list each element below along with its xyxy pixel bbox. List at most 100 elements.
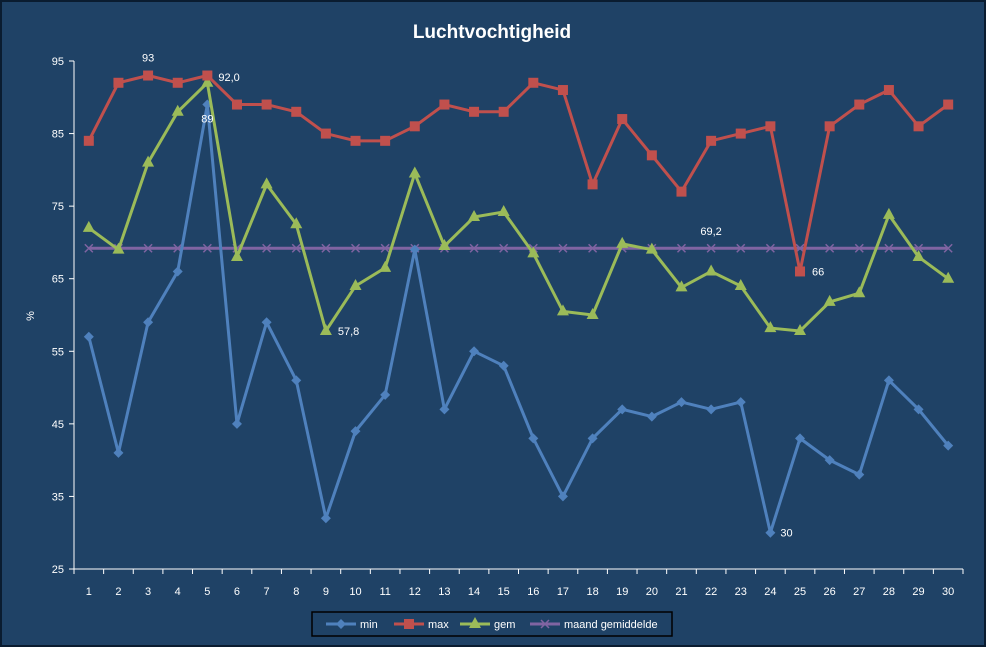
data-point-max: [261, 99, 272, 110]
data-point-max: [409, 121, 420, 132]
data-point-max: [854, 99, 865, 110]
x-tick-label: 7: [264, 586, 270, 598]
series-layer: [82, 70, 955, 538]
data-point-maand-gemiddelde: [499, 243, 509, 253]
series-line-gem: [87, 81, 950, 333]
y-axis-label: %: [25, 311, 37, 321]
data-point-max: [765, 121, 776, 132]
data-point-maand-gemiddelde: [321, 243, 331, 253]
data-point-min: [498, 360, 509, 371]
x-tick-label: 22: [705, 586, 717, 598]
data-point-min: [291, 375, 302, 386]
data-point-max: [202, 70, 213, 81]
data-point-max: [557, 85, 568, 96]
x-tick-label: 2: [115, 586, 121, 598]
data-point-min: [676, 397, 687, 408]
data-point-max: [439, 99, 450, 110]
legend-marker-min: [336, 619, 346, 629]
data-label: 89: [201, 114, 213, 126]
data-point-maand-gemiddelde: [380, 243, 390, 253]
data-point-max: [113, 77, 124, 88]
data-point-gem: [675, 280, 688, 292]
data-point-maand-gemiddelde: [143, 243, 153, 253]
data-point-min: [231, 418, 242, 429]
data-point-gem: [319, 323, 332, 335]
data-point-max: [587, 179, 598, 190]
legend-label-min: min: [360, 619, 378, 631]
data-point-max: [943, 99, 954, 110]
legend-marker-maand-gemiddelde: [540, 619, 550, 629]
data-point-gem: [764, 321, 777, 333]
data-point-gem: [438, 239, 451, 251]
x-tick-label: 1: [86, 586, 92, 598]
data-point-min: [854, 469, 865, 480]
data-point-gem: [705, 264, 718, 276]
data-point-gem: [379, 260, 392, 272]
data-point-min: [409, 244, 420, 255]
x-tick-label: 12: [409, 586, 421, 598]
data-point-gem: [586, 308, 599, 319]
data-point-maand-gemiddelde: [558, 243, 568, 253]
y-tick-label: 25: [52, 564, 64, 576]
data-point-gem: [349, 278, 362, 290]
data-point-max: [676, 186, 687, 197]
data-point-min: [795, 433, 806, 444]
data-point-min: [735, 397, 746, 408]
data-point-max: [498, 106, 509, 117]
x-tick-label: 21: [675, 586, 687, 598]
legend-marker-gem: [469, 617, 481, 628]
data-point-min: [439, 404, 450, 415]
data-point-min: [824, 455, 835, 466]
data-point-min: [83, 331, 94, 342]
data-point-gem: [853, 286, 866, 298]
series-gem: [82, 75, 955, 335]
legend-marker-max: [404, 619, 414, 629]
data-point-max: [824, 121, 835, 132]
x-tick-label: 3: [145, 586, 151, 598]
data-point-max: [617, 114, 628, 125]
data-point-gem: [142, 155, 155, 167]
data-point-maand-gemiddelde: [825, 243, 835, 253]
legend: min max gem maand gemiddelde: [311, 611, 673, 637]
data-point-min: [113, 447, 124, 458]
x-tick-label: 19: [616, 586, 628, 598]
data-point-min: [172, 266, 183, 277]
x-tick-label: 18: [586, 586, 598, 598]
x-tick-label: 8: [293, 586, 299, 598]
data-label: 66: [812, 266, 824, 278]
x-tick-label: 9: [323, 586, 329, 598]
x-tick-label: 30: [942, 586, 954, 598]
data-point-maand-gemiddelde: [736, 243, 746, 253]
x-tick-label: 15: [498, 586, 510, 598]
data-point-max: [795, 266, 806, 277]
data-point-gem: [734, 278, 747, 290]
data-label: 30: [780, 528, 792, 540]
x-tick-label: 25: [794, 586, 806, 598]
data-point-min: [883, 375, 894, 386]
data-point-gem: [645, 242, 658, 254]
data-point-gem: [112, 242, 125, 254]
data-point-maand-gemiddelde: [350, 243, 361, 253]
data-point-min: [528, 433, 539, 444]
data-point-maand-gemiddelde: [765, 243, 775, 253]
data-point-max: [913, 121, 924, 132]
x-tick-label: 13: [438, 586, 450, 598]
chart-title: Luchtvochtigheid: [413, 22, 571, 43]
data-point-gem: [290, 217, 303, 229]
data-point-gem: [82, 220, 95, 232]
data-label: 69,2: [700, 226, 721, 238]
y-tick-label: 55: [52, 346, 64, 358]
x-tick-label: 27: [853, 586, 865, 598]
x-tick-label: 29: [912, 586, 924, 598]
legend-label-gem: gem: [494, 619, 515, 631]
data-point-min: [320, 513, 331, 524]
series-line-min: [87, 103, 950, 535]
y-tick-label: 65: [52, 274, 64, 286]
legend-label-max: max: [428, 619, 449, 631]
x-tick-label: 28: [883, 586, 895, 598]
data-point-gem: [527, 246, 540, 258]
